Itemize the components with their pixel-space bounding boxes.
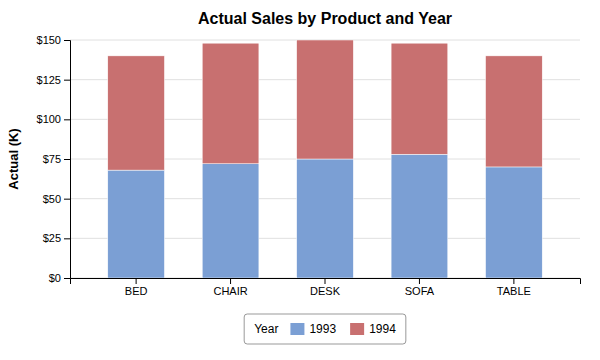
y-tick-mark xyxy=(64,40,70,41)
y-tick: $125 xyxy=(37,74,70,86)
y-tick-label: $125 xyxy=(37,74,61,86)
x-tick: CHAIR xyxy=(213,278,247,297)
legend-title: Year xyxy=(254,322,278,336)
bar xyxy=(297,40,354,159)
y-tick-label: $0 xyxy=(49,272,61,284)
bar xyxy=(202,43,259,164)
bar xyxy=(108,170,165,278)
y-tick: $150 xyxy=(37,34,70,46)
chart: $0 $25 $50 $75 $100 $125 $150 BED CHAIR DESK SOFA T… xyxy=(0,0,600,360)
series xyxy=(108,154,542,278)
y-axis-line xyxy=(64,41,71,279)
y-tick-mark xyxy=(64,159,70,160)
y-tick-label: $50 xyxy=(43,193,61,205)
y-tick-mark xyxy=(64,238,70,239)
x-tick-mark xyxy=(230,278,231,284)
x-tick: TABLE xyxy=(497,278,531,297)
y-tick: $100 xyxy=(37,113,70,125)
series xyxy=(108,40,542,170)
x-tick-mark xyxy=(136,278,137,284)
x-tick-label: CHAIR xyxy=(213,285,247,297)
y-tick-label: $100 xyxy=(37,113,61,125)
x-axis-line xyxy=(71,279,581,285)
y-tick: $75 xyxy=(43,153,70,165)
x-axis: BED CHAIR DESK SOFA TABLE xyxy=(71,278,581,297)
bar xyxy=(202,164,259,278)
bar xyxy=(486,167,543,278)
bar xyxy=(486,56,543,167)
legend-label: 1994 xyxy=(369,322,396,336)
bars xyxy=(108,40,542,278)
y-tick-mark xyxy=(64,119,70,120)
y-tick-mark xyxy=(64,199,70,200)
x-tick-label: SOFA xyxy=(405,285,435,297)
y-tick-mark xyxy=(64,80,70,81)
plot: $0 $25 $50 $75 $100 $125 $150 BED CHAIR DESK SOFA T… xyxy=(37,34,581,297)
x-tick: DESK xyxy=(310,278,341,297)
x-tick-mark xyxy=(419,278,420,284)
legend-frame xyxy=(244,314,406,344)
y-axis: $0 $25 $50 $75 $100 $125 $150 xyxy=(37,34,71,284)
y-tick-label: $75 xyxy=(43,153,61,165)
legend: Year 1993 1994 xyxy=(244,314,406,344)
y-tick-mark xyxy=(64,278,70,279)
bar xyxy=(108,56,165,170)
y-tick: $25 xyxy=(43,232,70,244)
bar xyxy=(391,154,448,278)
bar xyxy=(391,43,448,154)
x-tick-label: TABLE xyxy=(497,285,531,297)
x-tick-label: DESK xyxy=(310,285,341,297)
legend-swatch xyxy=(290,323,304,335)
bar xyxy=(297,159,354,278)
y-tick-label: $150 xyxy=(37,34,61,46)
x-tick-mark xyxy=(513,278,514,284)
x-tick-label: BED xyxy=(125,285,148,297)
y-axis-title: Actual (K) xyxy=(6,128,21,189)
grid xyxy=(70,40,580,278)
y-tick: $0 xyxy=(49,272,70,284)
x-tick: SOFA xyxy=(405,278,435,297)
x-tick-mark xyxy=(325,278,326,284)
y-tick: $50 xyxy=(43,193,70,205)
y-tick-label: $25 xyxy=(43,232,61,244)
legend-swatch xyxy=(350,323,364,335)
title: Actual Sales by Product and Year xyxy=(198,10,452,27)
x-tick: BED xyxy=(125,278,148,297)
legend-label: 1993 xyxy=(309,322,336,336)
